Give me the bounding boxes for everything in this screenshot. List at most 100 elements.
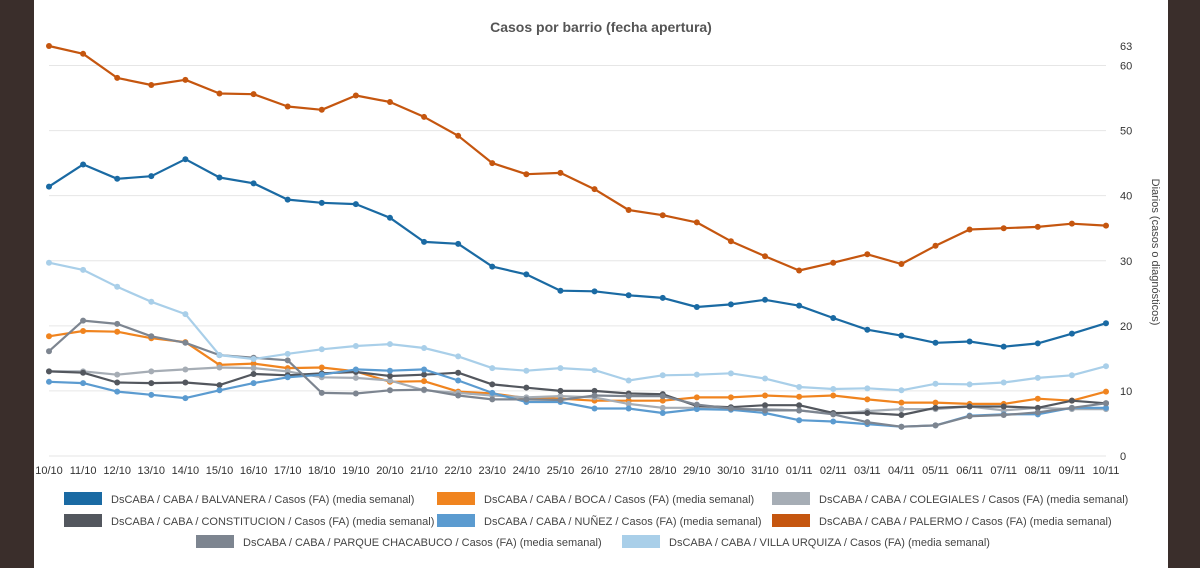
data-point[interactable] — [386, 341, 393, 348]
data-point[interactable] — [46, 43, 52, 49]
data-point[interactable] — [830, 392, 837, 399]
data-point[interactable] — [932, 422, 939, 429]
data-point[interactable] — [1000, 225, 1007, 232]
legend-item[interactable]: DsCABA / CABA / BOCA / Casos (FA) (media… — [437, 492, 754, 506]
data-point[interactable] — [455, 369, 462, 376]
data-point[interactable] — [659, 393, 666, 400]
data-point[interactable] — [1103, 388, 1109, 395]
data-point[interactable] — [318, 364, 325, 371]
data-point[interactable] — [966, 403, 973, 410]
data-point[interactable] — [864, 326, 871, 333]
data-point[interactable] — [1034, 223, 1041, 230]
data-point[interactable] — [80, 328, 87, 335]
data-point[interactable] — [1034, 404, 1041, 411]
data-point[interactable] — [932, 339, 939, 346]
data-point[interactable] — [796, 417, 803, 424]
data-point[interactable] — [182, 339, 189, 346]
legend-item[interactable]: DsCABA / CABA / NUÑEZ / Casos (FA) (medi… — [437, 514, 762, 528]
legend-item[interactable]: DsCABA / CABA / PALERMO / Casos (FA) (me… — [772, 514, 1112, 528]
data-point[interactable] — [148, 380, 155, 387]
data-point[interactable] — [489, 389, 496, 396]
data-point[interactable] — [250, 380, 257, 387]
data-point[interactable] — [386, 372, 393, 379]
data-point[interactable] — [489, 365, 496, 372]
data-point[interactable] — [1068, 404, 1075, 411]
data-point[interactable] — [557, 169, 564, 176]
data-point[interactable] — [693, 371, 700, 378]
data-point[interactable] — [693, 401, 700, 408]
data-point[interactable] — [796, 402, 803, 409]
data-point[interactable] — [830, 259, 837, 266]
data-point[interactable] — [250, 371, 257, 377]
data-point[interactable] — [455, 392, 462, 399]
data-point[interactable] — [421, 238, 428, 245]
data-point[interactable] — [148, 82, 155, 89]
data-point[interactable] — [762, 253, 769, 260]
data-point[interactable] — [421, 344, 428, 351]
data-point[interactable] — [762, 402, 769, 409]
data-point[interactable] — [114, 379, 121, 386]
data-point[interactable] — [864, 410, 871, 417]
data-point[interactable] — [114, 74, 121, 81]
data-point[interactable] — [455, 377, 462, 384]
data-point[interactable] — [114, 328, 121, 335]
data-point[interactable] — [46, 378, 52, 385]
data-point[interactable] — [386, 98, 393, 105]
data-point[interactable] — [250, 356, 257, 363]
data-point[interactable] — [796, 302, 803, 309]
data-point[interactable] — [932, 404, 939, 411]
data-point[interactable] — [216, 90, 223, 97]
data-point[interactable] — [932, 399, 939, 406]
legend-item[interactable]: DsCABA / CABA / COLEGIALES / Casos (FA) … — [772, 492, 1128, 506]
data-point[interactable] — [864, 396, 871, 403]
data-point[interactable] — [421, 378, 428, 385]
data-point[interactable] — [216, 364, 223, 371]
data-point[interactable] — [727, 370, 734, 377]
data-point[interactable] — [727, 238, 734, 245]
data-point[interactable] — [591, 367, 598, 374]
data-point[interactable] — [148, 333, 155, 340]
data-point[interactable] — [114, 371, 121, 378]
data-point[interactable] — [830, 315, 837, 322]
data-point[interactable] — [386, 377, 393, 384]
data-point[interactable] — [489, 263, 496, 270]
data-point[interactable] — [591, 392, 598, 399]
data-point[interactable] — [148, 368, 155, 375]
data-point[interactable] — [1103, 320, 1109, 327]
data-point[interactable] — [421, 366, 428, 373]
data-point[interactable] — [318, 389, 325, 396]
data-point[interactable] — [659, 372, 666, 379]
data-point[interactable] — [182, 379, 189, 386]
data-point[interactable] — [830, 418, 837, 425]
data-point[interactable] — [352, 343, 359, 350]
data-point[interactable] — [386, 387, 393, 394]
data-point[interactable] — [421, 113, 428, 120]
data-point[interactable] — [932, 380, 939, 387]
data-point[interactable] — [489, 160, 496, 167]
data-point[interactable] — [46, 259, 52, 266]
data-point[interactable] — [114, 175, 121, 182]
data-point[interactable] — [966, 381, 973, 388]
data-point[interactable] — [1000, 343, 1007, 350]
data-point[interactable] — [523, 271, 530, 278]
data-point[interactable] — [386, 214, 393, 221]
data-point[interactable] — [318, 106, 325, 113]
data-point[interactable] — [284, 350, 291, 357]
data-point[interactable] — [216, 174, 223, 181]
data-point[interactable] — [591, 186, 598, 193]
data-point[interactable] — [625, 405, 632, 412]
data-point[interactable] — [489, 381, 496, 388]
data-point[interactable] — [46, 183, 52, 190]
data-point[interactable] — [46, 348, 52, 355]
data-point[interactable] — [625, 292, 632, 299]
data-point[interactable] — [557, 397, 564, 404]
data-point[interactable] — [80, 369, 87, 376]
data-point[interactable] — [966, 226, 973, 233]
data-point[interactable] — [148, 298, 155, 305]
data-point[interactable] — [80, 266, 87, 273]
data-point[interactable] — [182, 76, 189, 83]
data-point[interactable] — [148, 391, 155, 398]
data-point[interactable] — [1068, 397, 1075, 404]
data-point[interactable] — [284, 103, 291, 110]
legend-item[interactable]: DsCABA / CABA / VILLA URQUIZA / Casos (F… — [622, 535, 990, 549]
